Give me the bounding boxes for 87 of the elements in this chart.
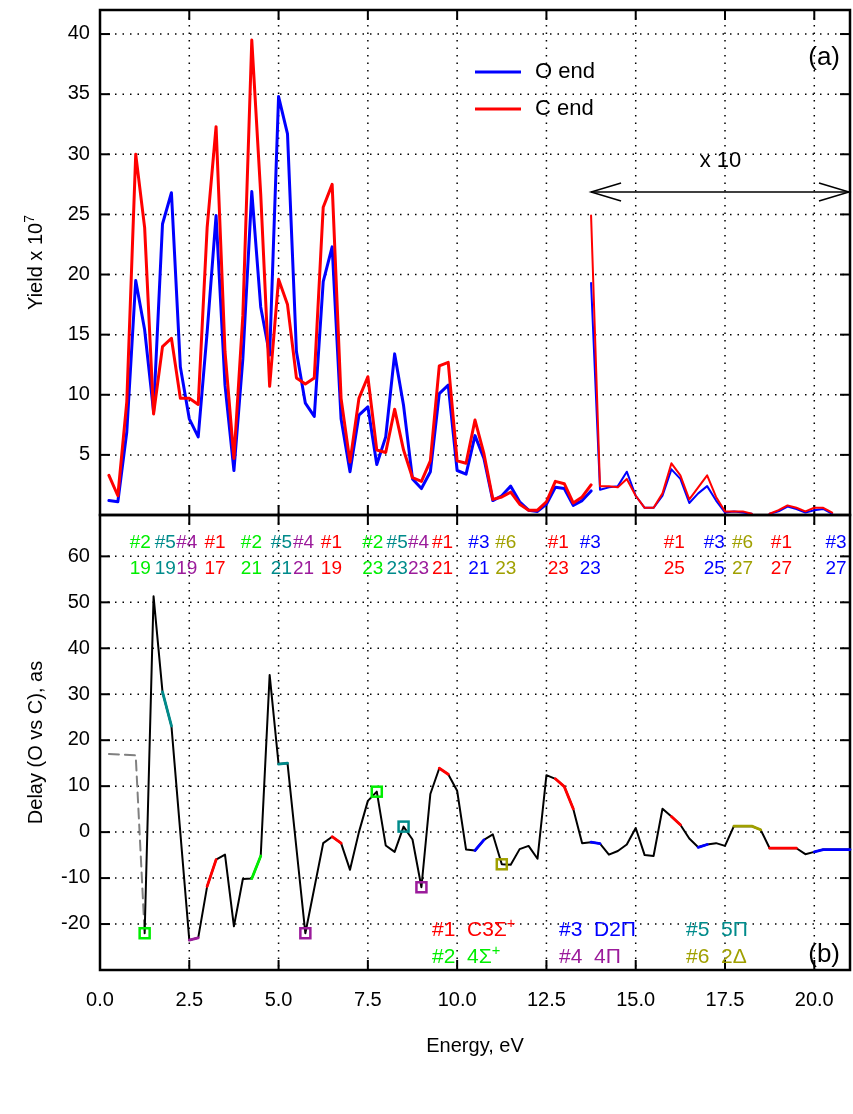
y-tick-label: 5 [78, 442, 90, 465]
y-tick-label: -20 [61, 911, 90, 934]
annotation: #2 4Σ$^{+}$ [432, 942, 501, 967]
y-tick-label: 15 [67, 321, 90, 344]
annotation: #1 [547, 531, 569, 553]
x-tick-label: 5.0 [264, 988, 293, 1010]
y-tick-label: 30 [67, 141, 90, 164]
annotation: #4 [176, 531, 198, 553]
y-tick-label: -10 [61, 865, 90, 888]
annotation: #3 [825, 531, 847, 553]
x-tick-label: 0.0 [86, 988, 114, 1010]
y-tick-label: 60 [67, 543, 90, 566]
annotation: #2 [240, 531, 262, 553]
annotation: #1 [431, 531, 454, 553]
x-tick-label: 12.5 [526, 988, 566, 1010]
annotation: 19 [176, 557, 198, 579]
annotation: #4 [293, 531, 315, 553]
x-tick-label: 2.5 [175, 988, 204, 1010]
annotation: #1 [320, 531, 342, 553]
annotation: #3 D2Π [559, 917, 637, 940]
annotation: #4 [408, 531, 430, 553]
y-tick-label: 40 [67, 21, 90, 44]
point [495, 858, 509, 871]
x-tick-label: 17.5 [705, 988, 745, 1010]
annotation: 27 [770, 557, 792, 579]
x-tick-label: 10.0 [437, 988, 477, 1010]
annotation: 21 [293, 557, 315, 579]
x-tick-label: 15.0 [616, 988, 656, 1010]
y-tick-label: 50 [67, 589, 90, 612]
annotation: #5 [270, 531, 292, 553]
point [299, 926, 312, 940]
y-tick-label: 0 [78, 819, 90, 842]
annotation: #4 4Π [559, 944, 621, 967]
annotation: #1 [204, 531, 226, 553]
annotation: #1 [770, 531, 792, 553]
annotation: (a) [808, 41, 840, 71]
annotation: 25 [703, 557, 725, 579]
annotation: 21 [240, 557, 262, 579]
annotation: #6 2Δ [686, 944, 747, 967]
annotation: 23 [408, 557, 430, 579]
annotation: #2 [362, 531, 384, 553]
point [397, 820, 410, 833]
annotation: 17 [204, 557, 226, 579]
y-tick-label: 30 [67, 681, 90, 704]
point [370, 785, 384, 798]
annotation: #3 [579, 531, 601, 553]
annotation: 27 [731, 557, 754, 579]
annotation: x 10 [699, 147, 742, 172]
x-tick-label: 7.5 [353, 988, 382, 1010]
annotation: #1 C3Σ$^{+}$ [432, 915, 516, 940]
annotation: #6 [731, 531, 754, 553]
annotation: 23 [362, 557, 384, 579]
annotation: #6 [495, 531, 517, 553]
annotation: #1 [663, 531, 685, 553]
annotation: 23 [579, 557, 601, 579]
annotation: 19 [320, 557, 342, 579]
y-tick-label: 10 [67, 382, 90, 405]
annotation: #2 [129, 531, 151, 553]
point [415, 881, 428, 894]
y-tick-label: 20 [67, 727, 90, 750]
y-tick-label: 25 [67, 201, 90, 224]
x-tick-label: 20.0 [794, 988, 834, 1010]
annotation: #3 [703, 531, 725, 553]
y-axis-title: Delay (O vs C), as [24, 660, 46, 825]
annotation: 23 [386, 557, 408, 579]
y-tick-label: 35 [67, 81, 90, 104]
y-tick-label: 40 [67, 635, 90, 658]
annotation: #5 [386, 531, 408, 553]
annotation: #5 [154, 531, 176, 553]
y-tick-label: 20 [67, 261, 90, 284]
annotation: 27 [825, 557, 847, 579]
annotation: 23 [547, 557, 569, 579]
x-axis-title: Energy, eV [426, 1034, 525, 1056]
point [138, 926, 151, 940]
legend-label: O end [535, 57, 595, 83]
annotation: 21 [468, 557, 490, 579]
annotation: #3 [468, 531, 490, 553]
legend-label: C end [535, 94, 594, 120]
annotation: 19 [154, 557, 176, 579]
annotation: 19 [129, 557, 151, 579]
annotation: (b) [808, 938, 840, 968]
annotation: 23 [495, 557, 517, 579]
annotation: #5 5Π [686, 917, 748, 940]
annotation: 21 [431, 557, 454, 579]
y-tick-label: 10 [67, 773, 90, 796]
annotation: 21 [270, 557, 292, 579]
annotation: 25 [663, 557, 685, 579]
